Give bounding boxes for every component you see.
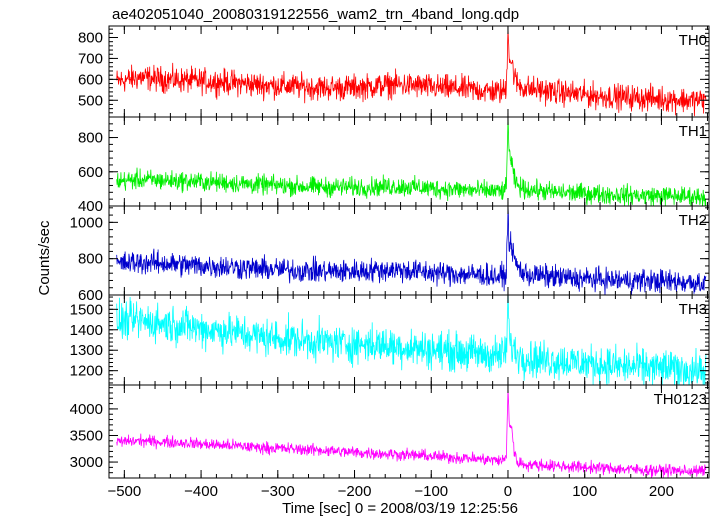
y-tick-label: 800: [78, 130, 103, 147]
panel-th0: 500 600 700 800 TH0: [78, 25, 710, 118]
series-line-th1: [116, 117, 707, 206]
y-tick-label: 1000: [70, 214, 103, 231]
y-tick-label: 1200: [70, 363, 103, 380]
y-tick-label: 1300: [70, 342, 103, 359]
x-tick-label: 0: [504, 483, 512, 500]
panels-group: 500 600 700 800 TH0 400 600 800 TH1 600 800 1000 TH2…: [70, 25, 710, 479]
x-tick-label: −400: [184, 483, 218, 500]
x-tick-label: −300: [261, 483, 295, 500]
x-tick-label: −200: [338, 483, 372, 500]
y-tick-label: 800: [78, 30, 103, 47]
panel-th1: 400 600 800 TH1: [78, 116, 710, 215]
y-tick-label: 600: [78, 287, 103, 304]
y-tick-label: 800: [78, 251, 103, 268]
y-tick-label: 700: [78, 50, 103, 67]
panel-label: TH3: [679, 301, 707, 318]
y-axis-label: Counts/sec: [36, 220, 53, 296]
y-tick-label: 1500: [70, 301, 103, 318]
panel-label: TH2: [679, 212, 707, 229]
series-line-th3: [116, 295, 707, 385]
panel-th3: 1200 1300 1400 1500 TH3: [70, 294, 710, 386]
chart-title: ae402051040_20080319122556_wam2_trn_4ban…: [112, 6, 519, 23]
y-tick-label: 3500: [70, 427, 103, 444]
series-line-th0123: [116, 386, 707, 478]
panel-label: TH1: [679, 123, 707, 140]
x-axis-label: Time [sec] 0 = 2008/03/19 12:25:56: [282, 500, 518, 516]
series-line-th2: [116, 206, 707, 295]
panel-th2: 600 800 1000 TH2: [70, 205, 710, 304]
y-tick-label: 3000: [70, 454, 103, 471]
y-tick-label: 600: [78, 71, 103, 88]
panel-frame: [108, 205, 710, 296]
x-tick-label: −100: [414, 483, 448, 500]
x-axis: −500 −400 −300 −200 −100 0 100 200: [107, 483, 673, 500]
panel-frame: [108, 384, 710, 479]
series-line-th0: [116, 27, 707, 117]
panel-label: TH0123: [654, 391, 707, 408]
x-tick-label: 200: [649, 483, 674, 500]
y-tick-label: 400: [78, 198, 103, 215]
y-tick-label: 1400: [70, 322, 103, 339]
panel-label: TH0: [679, 32, 707, 49]
panel-th0123: 3000 3500 4000 TH0123: [70, 384, 710, 479]
x-tick-label: 100: [572, 483, 597, 500]
y-tick-label: 4000: [70, 401, 103, 418]
x-tick-label: −500: [107, 483, 141, 500]
y-tick-label: 600: [78, 164, 103, 181]
y-tick-label: 500: [78, 92, 103, 109]
